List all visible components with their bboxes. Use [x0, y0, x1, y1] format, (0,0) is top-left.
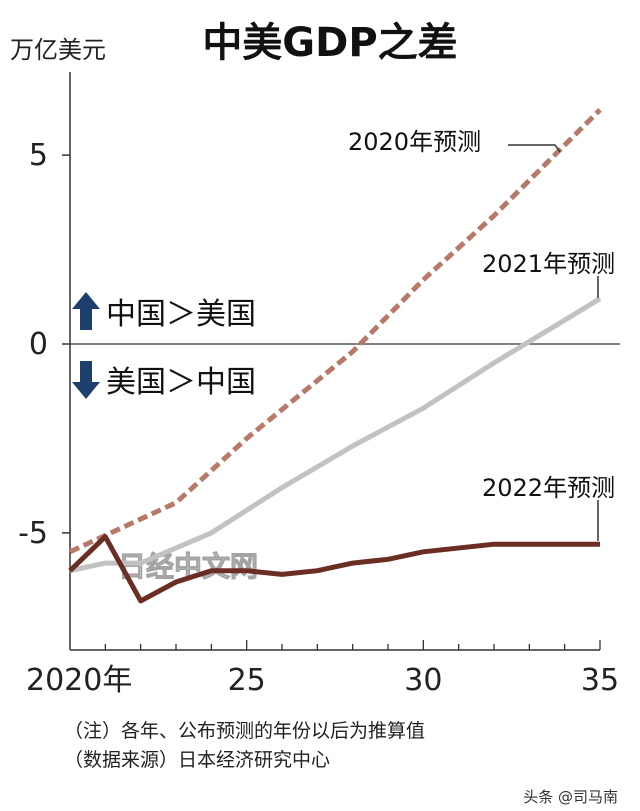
y-axis-unit-label: 万亿美元 — [10, 36, 106, 64]
credit-label: 头条 @司马南 — [523, 788, 618, 806]
footnote-source: （数据来源）日本经济研究中心 — [64, 749, 331, 771]
series-line-2020 — [68, 108, 602, 555]
x-tick-label: 2020年 — [26, 663, 132, 698]
gdp-gap-chart: 万亿美元 中美GDP之差 5 0 -5 2020年 25 30 35 中国＞美国 美国＞中国… — [10, 20, 620, 698]
china-greater-label: 中国＞美国 — [106, 297, 256, 332]
series-label-2020: 2020年预测 — [348, 128, 481, 156]
x-tick-label: 30 — [404, 663, 442, 698]
series-lines — [68, 108, 602, 604]
down-arrow-icon — [72, 361, 100, 399]
footnote-estimate: （注）各年、公布预测的年份以后为推算值 — [64, 720, 426, 742]
series-label-2021: 2021年预测 — [482, 250, 615, 278]
x-tick-label: 35 — [581, 663, 619, 698]
y-tick-label: 0 — [29, 327, 48, 362]
region-annotations: 中国＞美国 美国＞中国 — [72, 292, 256, 400]
y-tick-label: -5 — [18, 516, 48, 551]
up-arrow-icon — [72, 292, 100, 330]
series-line-2021 — [69, 296, 602, 574]
x-tick-label: 25 — [228, 663, 266, 698]
series-label-2022: 2022年预测 — [482, 474, 615, 502]
tick-labels: 5 0 -5 2020年 25 30 35 — [18, 138, 619, 698]
leader-line-2020 — [508, 144, 561, 153]
series-line-2022 — [68, 534, 600, 604]
y-tick-label: 5 — [29, 138, 48, 173]
us-greater-label: 美国＞中国 — [106, 365, 256, 400]
chart-title: 中美GDP之差 — [202, 20, 457, 66]
series-labels: 2020年预测 2021年预测 2022年预测 — [348, 128, 615, 541]
